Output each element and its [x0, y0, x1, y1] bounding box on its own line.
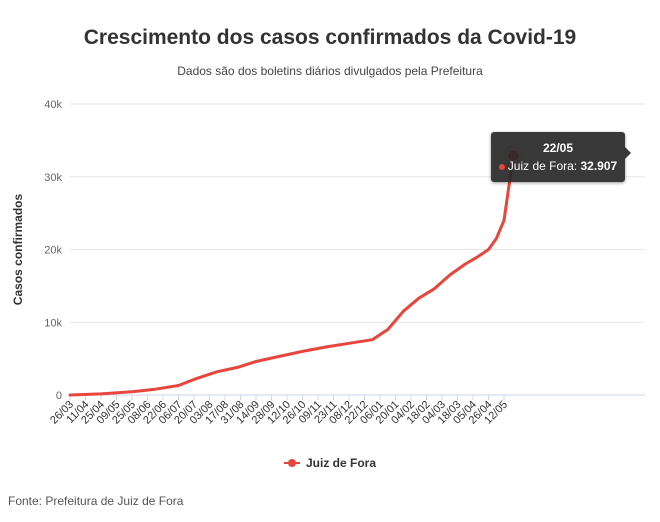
- y-tick-label: 30k: [44, 172, 62, 184]
- tooltip-series-label: Juiz de Fora:: [507, 159, 578, 173]
- y-axis-label: Casos confirmados: [11, 193, 25, 305]
- chart-subtitle: Dados são dos boletins diários divulgado…: [177, 64, 483, 78]
- chart-title: Crescimento dos casos confirmados da Cov…: [83, 26, 577, 49]
- tooltip-row: Juiz de Fora: 32.907: [491, 159, 625, 173]
- y-tick-label: 20k: [44, 245, 62, 257]
- data-tooltip: 22/05 Juiz de Fora: 32.907: [491, 132, 631, 182]
- tooltip-value: 32.907: [580, 159, 618, 173]
- legend-item-juiz-de-fora[interactable]: Juiz de Fora: [305, 456, 376, 470]
- series-line-juiz-de-fora: [68, 154, 515, 397]
- legend-marker-icon: [283, 458, 300, 467]
- tooltip-series-dot-icon: [498, 163, 505, 170]
- source-credit: Fonte: Prefeitura de Juiz de Fora: [8, 494, 184, 508]
- legend[interactable]: Juiz de Fora: [0, 456, 660, 470]
- y-tick-label: 0: [56, 390, 62, 402]
- y-tick-label: 10k: [44, 317, 62, 329]
- tooltip-date: 22/05: [542, 141, 574, 155]
- y-tick-label: 40k: [44, 99, 62, 111]
